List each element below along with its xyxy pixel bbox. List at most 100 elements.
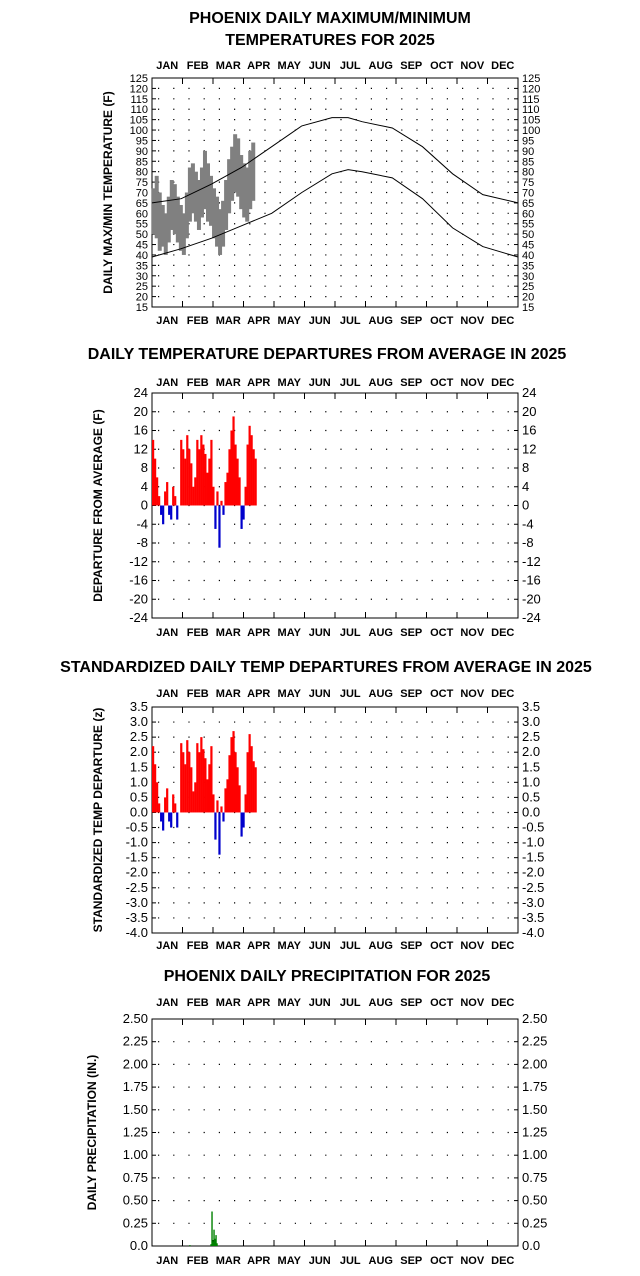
y-tick-label-right: -2.0 xyxy=(522,865,544,880)
departure-bar xyxy=(192,791,195,813)
departure-bar xyxy=(240,812,243,837)
month-label-top: AUG xyxy=(369,688,393,700)
y-tick-label-left: -3.0 xyxy=(126,895,148,910)
departure-bar xyxy=(192,486,195,506)
month-label-top: FEB xyxy=(187,377,209,389)
temp-range-bar xyxy=(215,196,220,247)
precip-bar xyxy=(189,1245,191,1246)
month-label-bottom: APR xyxy=(247,315,270,327)
month-label-bottom: MAY xyxy=(278,1255,302,1267)
month-label-top: JAN xyxy=(156,997,178,1009)
departure-bar xyxy=(152,746,155,813)
departure-bar xyxy=(226,779,229,813)
y-tick-label-right: 20 xyxy=(522,292,534,304)
departure-bar xyxy=(240,505,243,529)
y-tick-label-right: 15 xyxy=(522,302,534,314)
month-label-bottom: MAR xyxy=(216,1255,241,1267)
precip-bar xyxy=(214,1238,216,1246)
y-tick-label-right: 1.0 xyxy=(522,774,540,789)
y-tick-label-left: 40 xyxy=(136,250,148,262)
month-label-bottom: NOV xyxy=(460,940,485,952)
month-label-top: OCT xyxy=(430,997,454,1009)
y-tick-label-left: 0.0 xyxy=(130,804,148,819)
temp-range-bar xyxy=(190,163,195,214)
departure-bar xyxy=(200,435,203,506)
y-tick-label-right: -16 xyxy=(522,573,541,588)
y-tick-label-right: 0.0 xyxy=(522,804,540,819)
temp-range-bar xyxy=(227,159,232,214)
month-label-top: NOV xyxy=(460,688,485,700)
temp-range-bar xyxy=(154,175,159,239)
y-axis-label: DEPARTURE FROM AVERAGE (F) xyxy=(91,409,105,601)
temp-range-bar xyxy=(199,167,204,218)
month-label-top: APR xyxy=(247,60,270,72)
month-label-top: FEB xyxy=(187,997,209,1009)
month-label-top: OCT xyxy=(430,60,454,72)
temp-range-bar xyxy=(221,200,226,247)
y-tick-label-right: 65 xyxy=(522,198,534,210)
temp-range-bar xyxy=(230,146,235,201)
y-tick-label-left: 35 xyxy=(136,260,148,272)
chart-title: STANDARDIZED DAILY TEMP DEPARTURES FROM … xyxy=(60,659,592,676)
departure-bar xyxy=(160,505,163,515)
departure-bar xyxy=(230,430,233,506)
y-tick-label-right: -0.5 xyxy=(522,820,544,835)
month-label-bottom: JAN xyxy=(156,940,178,952)
departure-bar xyxy=(172,486,175,506)
y-tick-label-right: 24 xyxy=(522,385,536,400)
y-tick-label-right: 0.5 xyxy=(522,789,540,804)
departure-bar xyxy=(174,803,177,813)
y-tick-label-right: 75 xyxy=(522,177,534,189)
y-tick-label-left: 3.5 xyxy=(130,699,148,714)
y-tick-label-right: 3.5 xyxy=(522,699,540,714)
precip-bar xyxy=(213,1229,215,1246)
departure-bar xyxy=(228,755,231,813)
departure-bar xyxy=(180,743,183,813)
departure-bar xyxy=(214,812,217,840)
month-label-top: MAR xyxy=(216,377,241,389)
temp-range-bar xyxy=(151,188,156,235)
month-label-top: JUL xyxy=(340,60,361,72)
y-tick-label-left: -16 xyxy=(129,573,148,588)
y-tick-label-left: 60 xyxy=(136,208,148,220)
normal-low-line xyxy=(151,169,519,258)
y-tick-label-left: 0 xyxy=(141,498,148,513)
y-tick-label-left: 110 xyxy=(130,104,148,116)
y-tick-label-right: 85 xyxy=(522,156,534,168)
normal-high-line xyxy=(151,117,519,204)
departure-bar xyxy=(238,785,241,813)
departure-bar xyxy=(224,788,227,813)
month-label-top: JUN xyxy=(309,688,331,700)
temp-range-bar xyxy=(248,150,253,210)
departure-bar xyxy=(172,794,175,813)
departure-bar xyxy=(154,764,157,813)
temp-range-bar xyxy=(202,150,207,210)
month-label-bottom: DEC xyxy=(491,1255,514,1267)
y-tick-label-left: -3.5 xyxy=(126,910,148,925)
departure-bar xyxy=(248,425,251,506)
departure-bar xyxy=(196,743,199,813)
month-label-top: FEB xyxy=(187,60,209,72)
temp-range-bar xyxy=(172,184,177,235)
month-label-bottom: JAN xyxy=(156,315,178,327)
y-tick-label-left: 0.0 xyxy=(130,1238,148,1253)
y-tick-label-left: 0.75 xyxy=(123,1170,148,1185)
departure-bar xyxy=(188,752,191,813)
y-tick-label-right: 95 xyxy=(522,135,534,147)
month-label-bottom: DEC xyxy=(491,627,514,639)
month-label-top: JUN xyxy=(309,60,331,72)
month-label-top: DEC xyxy=(491,377,514,389)
departure-bar xyxy=(250,435,253,506)
month-label-bottom: AUG xyxy=(369,315,393,327)
y-tick-label-right: 20 xyxy=(522,404,536,419)
departure-bar xyxy=(184,764,187,813)
month-label-bottom: OCT xyxy=(430,1255,454,1267)
departure-bar xyxy=(226,472,229,506)
y-tick-label-left: 24 xyxy=(134,385,148,400)
y-tick-label-right: 50 xyxy=(522,229,534,241)
month-label-bottom: JUL xyxy=(340,627,361,639)
departure-bar xyxy=(246,752,249,813)
y-tick-label-right: -1.5 xyxy=(522,850,544,865)
temp-range-bar xyxy=(184,192,189,239)
month-label-bottom: JUL xyxy=(340,940,361,952)
